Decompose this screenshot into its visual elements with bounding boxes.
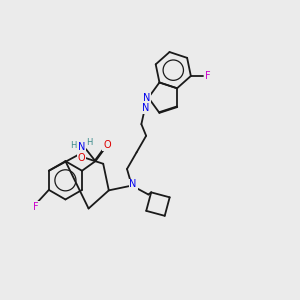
Text: N: N [78,142,85,152]
Text: O: O [103,140,111,150]
Text: H: H [70,141,77,150]
Text: N: N [143,93,151,103]
Text: N: N [142,103,149,113]
Text: O: O [77,153,85,163]
Text: N: N [129,179,137,189]
Text: H: H [86,137,93,146]
Text: F: F [205,71,211,81]
Text: F: F [33,202,39,212]
